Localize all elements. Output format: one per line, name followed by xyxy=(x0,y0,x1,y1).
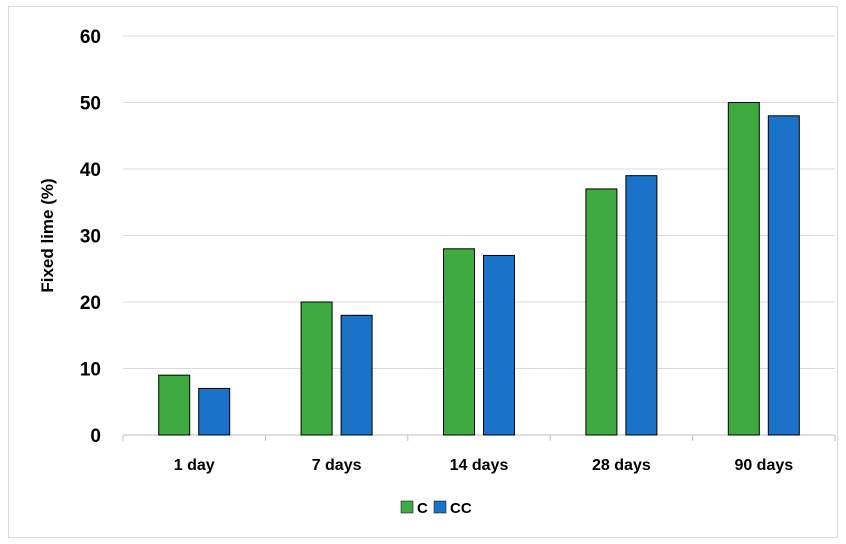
y-tick-label: 30 xyxy=(80,227,101,248)
y-tick-label: 40 xyxy=(80,160,101,181)
legend: C CC xyxy=(400,500,472,517)
bar-c-14-days xyxy=(443,248,475,436)
bar-cc-14-days xyxy=(483,254,515,436)
x-tick-label: 28 days xyxy=(592,457,651,474)
axes xyxy=(122,434,836,441)
chart-frame: 0 10 20 30 40 50 60 1 day 7 days 14 days 28 days 9… xyxy=(8,6,838,538)
bars xyxy=(158,102,800,436)
y-tick-label: 10 xyxy=(80,360,101,381)
y-tick-label: 60 xyxy=(80,27,101,48)
legend-swatch-cc xyxy=(433,500,447,514)
legend-swatch-c xyxy=(400,500,414,514)
bar-c-1-day xyxy=(158,374,191,436)
y-tick-label: 20 xyxy=(80,293,101,314)
bar-c-28-days xyxy=(585,188,618,436)
legend-label-cc: CC xyxy=(450,500,472,517)
bar-c-7-days xyxy=(300,301,333,436)
x-tick-label: 90 days xyxy=(734,457,793,474)
y-axis-label: Fixed lime (%) xyxy=(38,178,57,292)
legend-label-c: C xyxy=(417,500,428,517)
y-tick-label: 50 xyxy=(80,94,101,115)
bar-c-90-days xyxy=(727,102,760,436)
bar-chart: 0 10 20 30 40 50 60 1 day 7 days 14 days 28 days 9… xyxy=(38,27,836,517)
bar-cc-1-day xyxy=(198,387,231,436)
bar-cc-90-days xyxy=(767,115,800,436)
bar-cc-7-days xyxy=(340,314,373,436)
x-tick-label: 1 day xyxy=(174,457,215,474)
x-tick-labels: 1 day 7 days 14 days 28 days 90 days xyxy=(174,457,794,474)
x-tick-label: 14 days xyxy=(450,457,509,474)
bar-cc-28-days xyxy=(625,175,658,436)
y-tick-labels: 0 10 20 30 40 50 60 xyxy=(80,27,101,447)
gridlines xyxy=(123,35,835,369)
y-tick-label: 0 xyxy=(90,426,101,447)
x-tick-label: 7 days xyxy=(312,457,362,474)
